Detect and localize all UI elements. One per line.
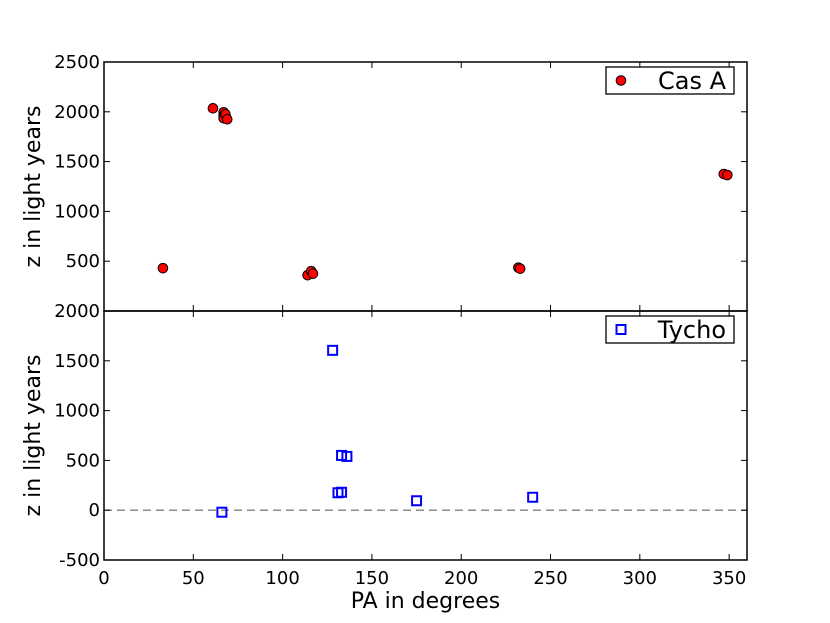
y-axis-label: z in light years xyxy=(21,106,46,268)
y-tick-label: 0 xyxy=(89,500,100,521)
cas-a-point xyxy=(307,268,319,279)
y-tick-label: 2000 xyxy=(54,102,100,123)
legend: Cas A xyxy=(605,66,735,95)
x-axis-label: PA in degrees xyxy=(351,589,501,614)
tycho-point xyxy=(527,491,539,503)
legend: Tycho xyxy=(605,315,735,344)
top-panel: 500 1000 1500 2000 2500 z in light years Cas A xyxy=(21,52,748,312)
legend-label: Tycho xyxy=(657,316,726,344)
x-tick-label: 350 xyxy=(712,568,746,589)
y-tick-label: 2000 xyxy=(54,301,100,322)
cas-a-point xyxy=(514,263,526,274)
y-tick-label: -500 xyxy=(59,550,100,571)
tycho-point xyxy=(327,344,339,356)
y-tick-label: 1000 xyxy=(54,401,100,422)
legend-marker-circle xyxy=(615,75,627,86)
x-tick-label: 300 xyxy=(623,568,657,589)
axes-frame xyxy=(103,310,748,561)
tycho-point xyxy=(341,450,353,462)
legend-box xyxy=(605,66,735,95)
cas-a-point xyxy=(157,262,169,274)
y-tick-label: 500 xyxy=(66,450,100,471)
tycho-point xyxy=(216,506,228,518)
y-axis-label: z in light years xyxy=(21,355,46,517)
tycho-point xyxy=(411,495,423,507)
cas-a-point xyxy=(221,113,233,125)
cas-a-point xyxy=(207,103,219,114)
x-tick-label: 50 xyxy=(182,568,205,589)
y-tick-label: 1500 xyxy=(54,152,100,173)
x-tick-label: 200 xyxy=(444,568,478,589)
y-tick-label: 500 xyxy=(66,251,100,272)
legend-marker-square xyxy=(615,324,627,335)
legend-label: Cas A xyxy=(658,67,727,95)
x-tick-label: 250 xyxy=(533,568,567,589)
x-tick-label: 150 xyxy=(355,568,389,589)
legend-box xyxy=(605,315,735,344)
y-tick-label: 1000 xyxy=(54,201,100,222)
cas-a-point xyxy=(722,169,733,181)
y-tick-label: 1500 xyxy=(54,351,100,372)
tycho-point xyxy=(336,486,348,498)
x-tick-label: 100 xyxy=(265,568,299,589)
x-tick-label: 0 xyxy=(98,568,109,589)
axes-frame xyxy=(103,61,748,312)
y-tick-label: 2500 xyxy=(54,52,100,73)
